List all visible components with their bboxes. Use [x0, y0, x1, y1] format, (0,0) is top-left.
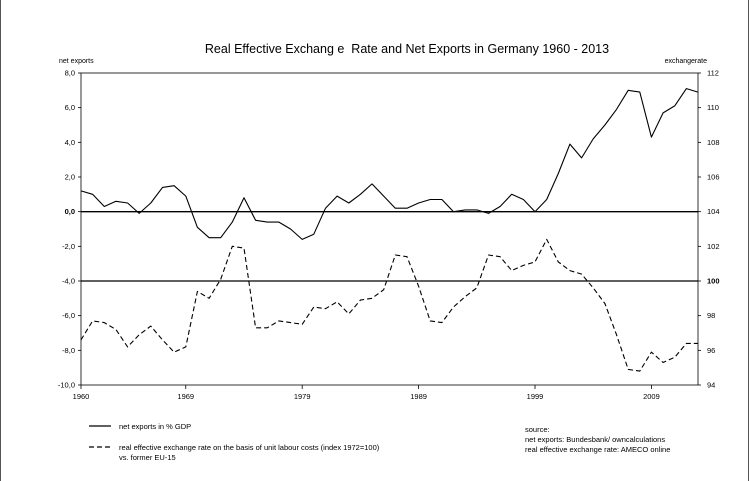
- plot-area: [80, 72, 699, 386]
- source-net-exports: net exports: Bundesbank/ owncalculations: [525, 435, 665, 444]
- left-tick-label: 2,0: [65, 173, 75, 182]
- left-tick-label: 6,0: [65, 103, 75, 112]
- source-exchange-rate: real effective exchange rate: AMECO onli…: [525, 445, 670, 454]
- left-tick-label: -2,0: [62, 242, 75, 251]
- x-tick-label: 1969: [177, 392, 194, 401]
- x-axis-ticks: 1960 1969 1979 1989 1999 2009: [73, 385, 660, 401]
- right-axis-label: exchangerate: [665, 58, 708, 65]
- right-tick-label: 112: [707, 69, 719, 78]
- right-tick-label: 106: [707, 173, 720, 182]
- right-tick-label: 110: [707, 103, 719, 112]
- left-tick-label: 8,0: [65, 69, 75, 78]
- legend-label-net-exports: net exports in % GDP: [119, 422, 191, 431]
- x-tick-label: 2009: [643, 392, 660, 401]
- left-tick-label: 0,0: [65, 207, 75, 216]
- left-tick-label: -6,0: [62, 311, 75, 320]
- series-lines: [80, 88, 699, 372]
- right-tick-label: 100: [707, 277, 720, 286]
- legend-label-exchange-rate: real effective exchange rate on the basi…: [119, 443, 380, 452]
- x-tick-label: 1979: [294, 392, 311, 401]
- chart-title: Real Effective Exchang e Rate and Net Ex…: [205, 42, 609, 56]
- left-tick-label: -8,0: [62, 346, 75, 355]
- left-axis-label: net exports: [59, 58, 94, 65]
- right-axis-ticks: 112 110 108 106 104 102 100 98 96 94: [698, 69, 720, 390]
- right-tick-label: 94: [707, 381, 715, 390]
- left-tick-label: -10,0: [58, 381, 75, 390]
- source-label: source:: [525, 425, 550, 434]
- x-tick-label: 1960: [73, 392, 90, 401]
- right-tick-label: 108: [707, 138, 720, 147]
- left-axis-ticks: 8,0 6,0 4,0 2,0 0,0 -2,0 -4,0 -6,0 -8,0 -10,0: [58, 69, 81, 390]
- legend-label-exchange-rate-line2: vs. former EU-15: [119, 453, 176, 462]
- right-tick-label: 96: [707, 346, 715, 355]
- series-net-exports-line: [80, 88, 699, 240]
- right-tick-label: 98: [707, 311, 715, 320]
- reference-lines: [81, 211, 698, 282]
- right-tick-label: 104: [707, 207, 720, 216]
- series-exchange-rate-line: [80, 238, 698, 372]
- left-tick-label: -4,0: [62, 277, 75, 286]
- x-tick-label: 1999: [527, 392, 544, 401]
- left-tick-label: 4,0: [65, 138, 75, 147]
- right-tick-label: 102: [707, 242, 720, 251]
- x-tick-label: 1989: [410, 392, 427, 401]
